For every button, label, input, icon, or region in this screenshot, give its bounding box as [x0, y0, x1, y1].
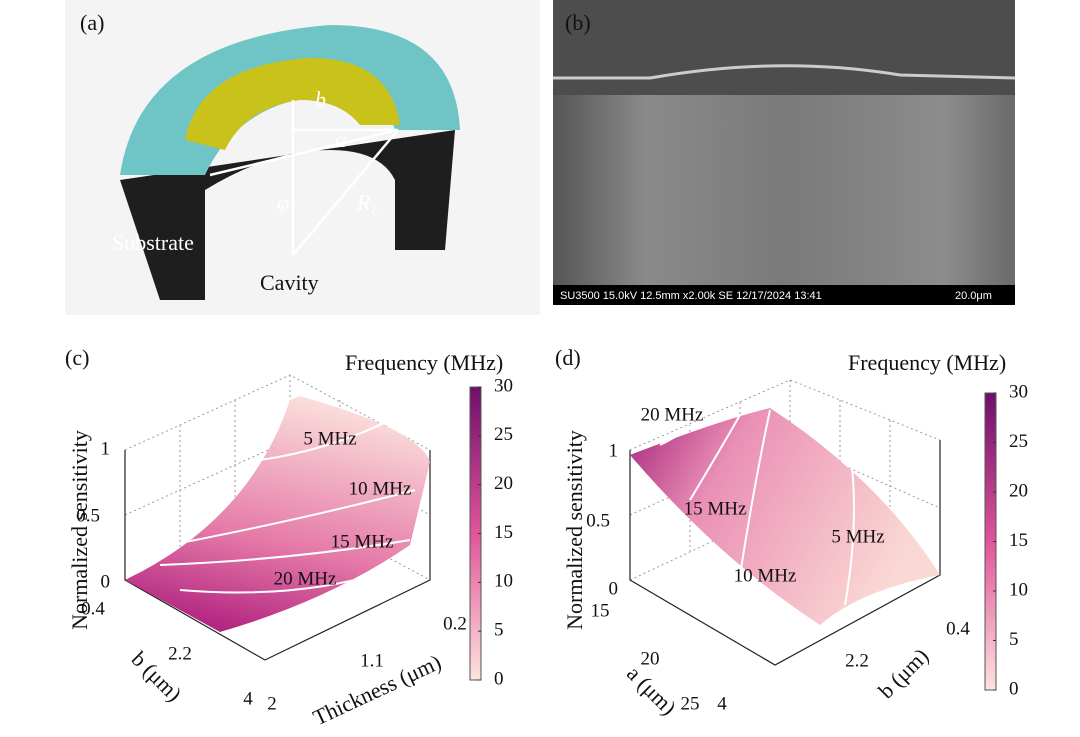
colorbar-tick-label: 20: [494, 473, 513, 494]
z-tick-label: 0: [609, 578, 619, 599]
a-tick-label: 25: [681, 693, 700, 714]
b-tick-label: 2.2: [845, 650, 869, 671]
surface: [630, 408, 940, 625]
sem-info: SU3500 15.0kV 12.5mm x2.00k SE 12/17/202…: [560, 290, 822, 302]
panel-c: (c) Frequency (MHz) Normalized sensitivi…: [65, 345, 503, 730]
label-a: a: [335, 127, 346, 152]
b-tick-label: 4: [717, 693, 727, 714]
label-phi: φ: [277, 190, 289, 215]
contour-label: 20 MHz: [641, 404, 704, 425]
panel-label: (d): [555, 345, 581, 370]
panel-label: (c): [65, 345, 89, 370]
a-tick-label: 20: [641, 648, 660, 669]
colorbar-tick-label: 25: [1009, 431, 1028, 452]
contour-label: 10 MHz: [734, 565, 797, 586]
colorbar-tick-label: 5: [1009, 629, 1019, 650]
t-tick-label: 2: [267, 693, 277, 714]
scale-label: 20.0μm: [955, 290, 992, 302]
colorbar-tick-label: 10: [1009, 579, 1028, 600]
contour-label: 10 MHz: [349, 478, 412, 499]
colorbar-tick-label: 15: [494, 522, 513, 543]
z-tick-label: 0.5: [76, 505, 100, 526]
panel-label: (b): [565, 10, 591, 35]
b-tick-label: 4: [243, 688, 253, 709]
colorbar-title: Frequency (MHz): [345, 350, 503, 375]
contour-label: 20 MHz: [274, 568, 337, 589]
panel-d: (d) Frequency (MHz) Normalized sensitivi…: [555, 345, 1006, 720]
b-tick-label: 0.4: [946, 618, 970, 639]
contour-label: 5 MHz: [303, 428, 356, 449]
z-tick-label: 0: [101, 571, 111, 592]
info-bar: [553, 285, 1015, 305]
b-label: b (μm): [873, 643, 933, 703]
z-tick-label: 1: [609, 440, 619, 461]
contour-label: 15 MHz: [684, 498, 747, 519]
label-substrate: Substrate: [112, 230, 194, 255]
colorbar-tick-label: 5: [494, 620, 504, 641]
z-label: Normalized sensitivity: [562, 430, 587, 630]
label-b: b: [315, 87, 326, 112]
label-cavity: Cavity: [260, 270, 319, 295]
surface: [125, 396, 430, 632]
z-label: Normalized sensitivity: [67, 430, 92, 630]
label-r-sub: c: [372, 204, 379, 219]
annotation-lines: [209, 100, 399, 256]
electrode: [185, 58, 400, 150]
b-tick-label: 2.2: [168, 643, 192, 664]
b-tick-label: 0.4: [81, 598, 105, 619]
colorbar-tick-label: 0: [1009, 678, 1019, 699]
panel-a: (a) b a φ R c Substrate Cavity: [65, 0, 540, 315]
contours: [659, 409, 855, 606]
z-tick-label: 0.5: [586, 510, 610, 531]
a-label: a (μm): [622, 661, 681, 720]
colorbar-tick-label: 15: [1009, 530, 1028, 551]
contour-label: 5 MHz: [831, 526, 884, 547]
colorbar-tick-label: 10: [494, 571, 513, 592]
colorbar-tick-label: 30: [1009, 381, 1028, 402]
colorbar-title: Frequency (MHz): [848, 350, 1006, 375]
panel-b: (b) SU3500 15.0kV 12.5mm x2.00k SE 12/17…: [553, 0, 1016, 305]
contours: [159, 419, 416, 594]
cavity-wall: [553, 95, 1015, 285]
contour-label: 15 MHz: [331, 531, 394, 552]
colorbar-tick-label: 25: [494, 424, 513, 445]
t-tick-label: 1.1: [360, 650, 384, 671]
colorbar-tick-label: 0: [494, 668, 504, 689]
axes: [124, 450, 431, 661]
panel-label: (a): [80, 10, 104, 35]
t-tick-label: 0.2: [443, 613, 467, 634]
membrane: [553, 64, 1016, 80]
colorbar-tick-label: 30: [494, 375, 513, 396]
a-tick-label: 15: [591, 600, 610, 621]
label-r: R: [356, 190, 371, 215]
colorbar-tick-label: 20: [1009, 480, 1028, 501]
z-tick-label: 1: [101, 438, 111, 459]
axes: [629, 440, 941, 666]
